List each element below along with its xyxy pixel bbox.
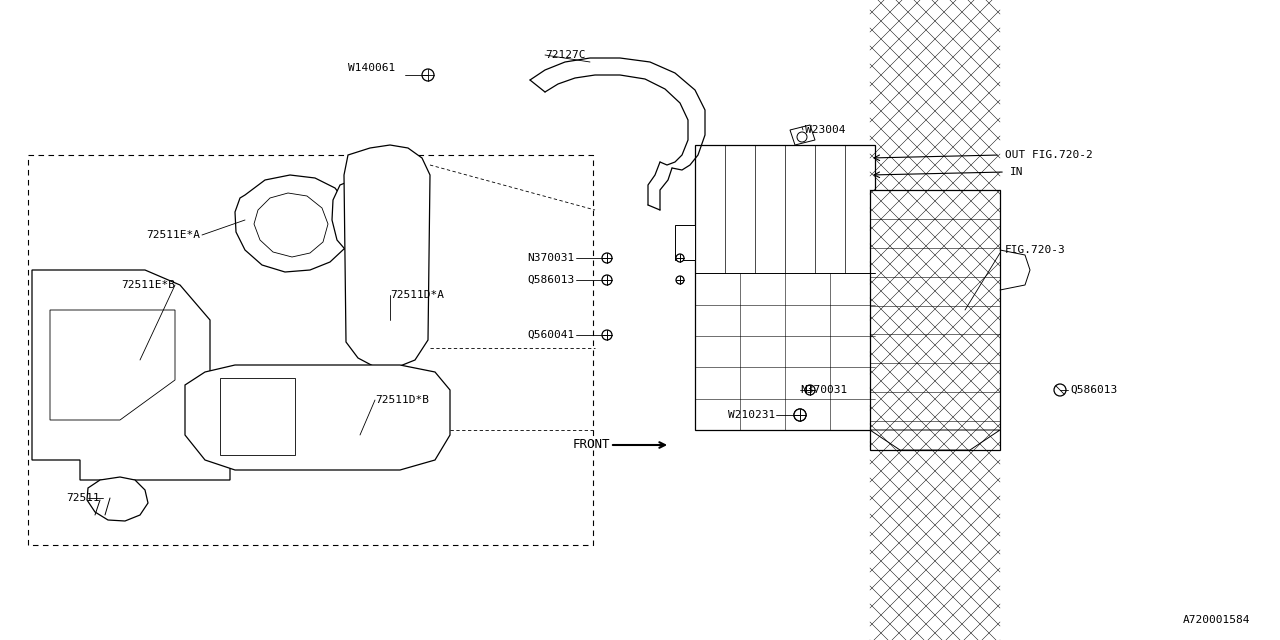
Circle shape	[676, 276, 684, 284]
Text: N370031: N370031	[800, 385, 847, 395]
Polygon shape	[32, 270, 230, 480]
Circle shape	[1053, 384, 1066, 396]
Circle shape	[676, 254, 684, 262]
Text: A720001584: A720001584	[1183, 615, 1251, 625]
Text: IN: IN	[1010, 167, 1024, 177]
Text: FRONT: FRONT	[572, 438, 611, 451]
Polygon shape	[870, 430, 1000, 450]
Circle shape	[797, 132, 806, 142]
Text: 72511E*B: 72511E*B	[122, 280, 175, 290]
Polygon shape	[870, 190, 1000, 450]
Text: 72511D*B: 72511D*B	[375, 395, 429, 405]
Circle shape	[422, 69, 434, 81]
Polygon shape	[186, 365, 451, 470]
Circle shape	[805, 385, 815, 395]
Text: Q586013: Q586013	[527, 275, 575, 285]
Text: W140061: W140061	[348, 63, 396, 73]
Polygon shape	[87, 477, 148, 521]
Polygon shape	[332, 172, 428, 263]
Polygon shape	[695, 145, 876, 430]
Circle shape	[602, 275, 612, 285]
Text: 72127C: 72127C	[545, 50, 585, 60]
Text: N370031: N370031	[527, 253, 575, 263]
Polygon shape	[236, 175, 352, 272]
Text: FIG.720-3: FIG.720-3	[1005, 245, 1066, 255]
Text: OUT FIG.720-2: OUT FIG.720-2	[1005, 150, 1093, 160]
Polygon shape	[344, 145, 430, 368]
Text: W210231: W210231	[728, 410, 774, 420]
Circle shape	[602, 253, 612, 263]
Polygon shape	[50, 310, 175, 420]
Polygon shape	[675, 225, 695, 260]
Text: Q560041: Q560041	[527, 330, 575, 340]
Text: Q586013: Q586013	[1070, 385, 1117, 395]
Text: 72511: 72511	[67, 493, 100, 503]
Text: W23004: W23004	[805, 125, 846, 135]
Polygon shape	[220, 378, 294, 455]
Polygon shape	[790, 125, 815, 145]
Circle shape	[602, 330, 612, 340]
Circle shape	[794, 409, 806, 421]
Circle shape	[794, 409, 806, 421]
Text: 72511D*A: 72511D*A	[390, 290, 444, 300]
Polygon shape	[253, 193, 328, 257]
Text: 72511E*A: 72511E*A	[146, 230, 200, 240]
Bar	[28, 155, 593, 545]
